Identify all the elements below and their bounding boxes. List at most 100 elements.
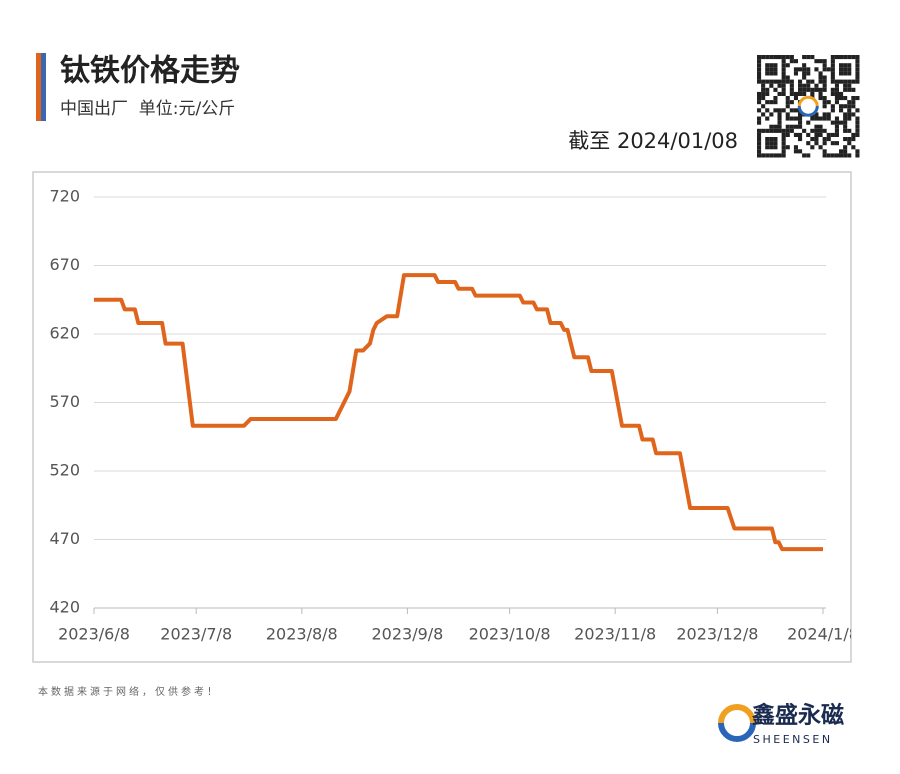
- qr-cell: [826, 137, 831, 142]
- qr-cell: [843, 128, 848, 133]
- qr-cell: [781, 128, 786, 133]
- qr-cell: [781, 79, 786, 84]
- qr-cell: [818, 132, 823, 137]
- qr-cell: [757, 79, 762, 84]
- qr-cell: [773, 100, 778, 105]
- qr-cell: [789, 91, 794, 96]
- qr-cell: [781, 55, 786, 60]
- qr-cell: [814, 59, 819, 64]
- qr-cell: [847, 71, 852, 76]
- qr-cell: [814, 124, 819, 129]
- qr-cell: [810, 128, 815, 133]
- qr-cell: [793, 96, 798, 101]
- qr-cell: [839, 71, 844, 76]
- qr-cell: [781, 153, 786, 158]
- qr-cell: [830, 141, 835, 146]
- qr-cell: [839, 108, 844, 113]
- qr-cell: [814, 128, 819, 133]
- qr-cell: [843, 87, 848, 92]
- qr-cell: [855, 153, 860, 158]
- qr-cell: [810, 145, 815, 150]
- qr-cell: [834, 141, 839, 146]
- qr-cell: [765, 100, 770, 105]
- qr-cell: [822, 75, 827, 80]
- qr-cell: [765, 71, 770, 76]
- qr-cell: [806, 153, 811, 158]
- qr-cell: [785, 124, 790, 129]
- qr-cell: [810, 137, 815, 142]
- qr-cell: [834, 124, 839, 129]
- qr-cell: [785, 100, 790, 105]
- qr-cell: [818, 79, 823, 84]
- qr-cell: [757, 128, 762, 133]
- qr-cell: [798, 67, 803, 72]
- qr-cell: [822, 128, 827, 133]
- qr-cell: [781, 63, 786, 68]
- qr-cell: [773, 141, 778, 146]
- qr-cell: [781, 137, 786, 142]
- qr-code: [757, 55, 860, 158]
- qr-cell: [843, 63, 848, 68]
- qr-cell: [798, 124, 803, 129]
- qr-cell: [822, 63, 827, 68]
- qr-cell: [814, 116, 819, 121]
- qr-logo: [797, 95, 819, 117]
- title: 钛铁价格走势: [60, 54, 240, 89]
- qr-cell: [818, 75, 823, 80]
- qr-cell: [798, 137, 803, 142]
- qr-cell: [822, 149, 827, 154]
- qr-cell: [781, 132, 786, 137]
- qr-cell: [781, 149, 786, 154]
- qr-cell: [781, 108, 786, 113]
- qr-cell: [769, 63, 774, 68]
- qr-cell: [789, 124, 794, 129]
- qr-cell: [822, 116, 827, 121]
- qr-cell: [839, 55, 844, 60]
- qr-cell: [826, 132, 831, 137]
- qr-cell: [802, 55, 807, 60]
- qr-cell: [834, 100, 839, 105]
- qr-cell: [765, 87, 770, 92]
- plot-frame: [32, 171, 852, 663]
- qr-cell: [757, 91, 762, 96]
- qr-cell: [847, 100, 852, 105]
- qr-cell: [830, 63, 835, 68]
- qr-cell: [810, 55, 815, 60]
- y-tick-label: 620: [49, 324, 80, 343]
- qr-cell: [798, 112, 803, 117]
- qr-cell: [757, 67, 762, 72]
- qr-cell: [761, 104, 766, 109]
- logo: 鑫盛永磁 SHEENSEN: [718, 702, 844, 746]
- qr-cell: [830, 91, 835, 96]
- qr-cell: [806, 132, 811, 137]
- qr-cell: [773, 63, 778, 68]
- qr-cell: [802, 83, 807, 88]
- qr-cell: [822, 67, 827, 72]
- qr-cell: [765, 153, 770, 158]
- qr-cell: [789, 128, 794, 133]
- qr-cell: [777, 128, 782, 133]
- qr-cell: [822, 96, 827, 101]
- qr-cell: [769, 83, 774, 88]
- qr-cell: [830, 59, 835, 64]
- qr-cell: [761, 91, 766, 96]
- qr-cell: [847, 112, 852, 117]
- qr-cell: [814, 141, 819, 146]
- y-tick-label: 670: [49, 255, 80, 274]
- qr-cell: [789, 79, 794, 84]
- qr-cell: [843, 112, 848, 117]
- qr-cell: [834, 128, 839, 133]
- qr-cell: [769, 124, 774, 129]
- qr-cell: [798, 149, 803, 154]
- qr-cell: [843, 71, 848, 76]
- qr-cell: [830, 79, 835, 84]
- qr-cell: [757, 141, 762, 146]
- x-tick-label: 2023/11/8: [574, 625, 656, 644]
- qr-cell: [818, 145, 823, 150]
- qr-cell: [810, 91, 815, 96]
- qr-cell: [851, 112, 856, 117]
- qr-cell: [818, 71, 823, 76]
- qr-cell: [822, 79, 827, 84]
- subtitle: 中国出厂 单位:元/公斤: [60, 99, 235, 119]
